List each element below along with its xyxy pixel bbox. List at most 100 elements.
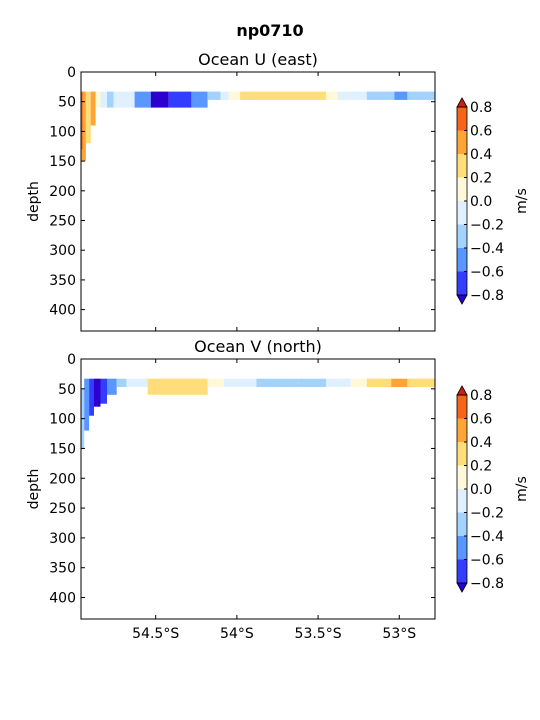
- contour-region: [134, 91, 151, 108]
- y-tick-label: 250: [49, 501, 76, 517]
- contour-region: [228, 91, 241, 100]
- contour-region: [113, 91, 120, 108]
- contour-region: [207, 91, 221, 100]
- contour-region: [337, 91, 367, 100]
- colorbar-tick-label: −0.2: [470, 506, 504, 522]
- y-tick-label: 0: [67, 65, 76, 81]
- contour-region: [90, 91, 96, 126]
- y-tick-label: 250: [49, 214, 76, 230]
- contour-region: [391, 378, 408, 387]
- colorbar-label: m/s: [514, 476, 530, 502]
- contour-region: [366, 91, 395, 100]
- contour-fill-group: [81, 378, 435, 449]
- contour-region: [350, 378, 367, 387]
- contour-region: [220, 91, 229, 100]
- colorbar-segment: [457, 130, 467, 154]
- colorbar-tick-label: −0.4: [470, 529, 504, 545]
- colorbar-tick-label: 0.0: [470, 482, 492, 498]
- figure-suptitle: np0710: [236, 21, 303, 40]
- colorbar-segment: [457, 559, 467, 583]
- x-tick-label: 53.5°S: [295, 626, 342, 642]
- colorbar-tick-label: 0.6: [470, 412, 492, 428]
- colorbar-extend-min: [456, 582, 468, 593]
- y-tick-label: 350: [49, 561, 76, 577]
- v-panel: Ocean V (north) 0 50 100 150 200 250 300 350 400 d…: [26, 337, 530, 642]
- colorbar-tick-label: −0.2: [470, 218, 504, 234]
- contour-region: [107, 378, 117, 395]
- y-tick-label: 200: [49, 184, 76, 200]
- y-tick-label: 200: [49, 471, 76, 487]
- contour-region: [191, 91, 208, 108]
- colorbar-extend-max: [456, 97, 468, 108]
- colorbar-segment: [457, 465, 467, 489]
- contour-region: [168, 91, 192, 108]
- contour-region: [84, 378, 90, 431]
- colorbar-extend-max: [456, 385, 468, 396]
- contour-region: [407, 378, 435, 387]
- colorbar-tick-label: −0.8: [470, 288, 504, 304]
- contour-region: [94, 378, 101, 407]
- colorbar-segment: [457, 512, 467, 536]
- y-tick-label: 150: [49, 441, 76, 457]
- y-tick-label: 50: [58, 95, 76, 111]
- contour-region: [107, 91, 114, 108]
- contour-region: [223, 378, 257, 387]
- colorbar-tick-label: −0.8: [470, 576, 504, 592]
- colorbar-tick-label: −0.4: [470, 241, 504, 257]
- colorbar-segment: [457, 177, 467, 201]
- colorbar-segment: [457, 107, 467, 131]
- contour-region: [81, 91, 86, 162]
- plot-frame: [80, 358, 436, 620]
- contour-region: [240, 91, 278, 100]
- colorbar-segment: [457, 154, 467, 178]
- contour-region: [326, 91, 338, 100]
- x-tick-label: 54°S: [220, 626, 254, 642]
- x-tick-label: 53°S: [382, 626, 416, 642]
- colorbar-segment: [457, 224, 467, 248]
- contour-region: [207, 378, 224, 387]
- colorbar-tick-label: −0.6: [470, 265, 504, 281]
- colorbar: −0.8 −0.6 −0.4 −0.2 0.0 0.2 0.4 0.6 0.8 m/s: [456, 385, 530, 593]
- y-axis-label: depth: [26, 181, 42, 222]
- contour-region: [147, 378, 208, 395]
- contour-region: [120, 91, 135, 108]
- y-tick-label: 400: [49, 303, 76, 319]
- contour-region: [85, 91, 91, 144]
- plot-title: Ocean U (east): [198, 50, 318, 69]
- u-panel: Ocean U (east) 0 50 100 150 200 250 300 350 400 de…: [26, 50, 530, 332]
- contour-region: [89, 378, 94, 416]
- colorbar-tick-label: 0.2: [470, 171, 492, 187]
- y-tick-label: 150: [49, 154, 76, 170]
- colorbar-segment: [457, 271, 467, 295]
- colorbar-tick-label: 0.8: [470, 388, 492, 404]
- contour-region: [116, 378, 127, 387]
- colorbar-label: m/s: [514, 188, 530, 214]
- colorbar-segment: [457, 442, 467, 466]
- colorbar-segment: [457, 418, 467, 442]
- colorbar-segment: [457, 489, 467, 513]
- plot-title: Ocean V (north): [194, 337, 322, 356]
- contour-region: [150, 91, 169, 108]
- contour-region: [277, 91, 327, 100]
- contour-region: [407, 91, 435, 100]
- y-tick-label: 350: [49, 273, 76, 289]
- colorbar-tick-label: 0.6: [470, 124, 492, 140]
- contour-fill-group: [81, 91, 435, 162]
- y-tick-label: 50: [58, 382, 76, 398]
- contour-region: [126, 378, 148, 387]
- contour-region: [81, 91, 83, 150]
- y-tick-label: 300: [49, 531, 76, 547]
- colorbar-segment: [457, 395, 467, 419]
- contour-region: [326, 378, 351, 387]
- contour-region: [366, 378, 392, 387]
- colorbar-segment: [457, 248, 467, 272]
- y-axis-label: depth: [26, 469, 42, 510]
- x-tick-label: 54.5°S: [132, 626, 179, 642]
- colorbar-segment: [457, 201, 467, 225]
- y-tick-label: 300: [49, 243, 76, 259]
- colorbar-tick-label: 0.0: [470, 194, 492, 210]
- y-tick-label: 100: [49, 412, 76, 428]
- contour-region: [394, 91, 408, 100]
- y-tick-label: 0: [67, 352, 76, 368]
